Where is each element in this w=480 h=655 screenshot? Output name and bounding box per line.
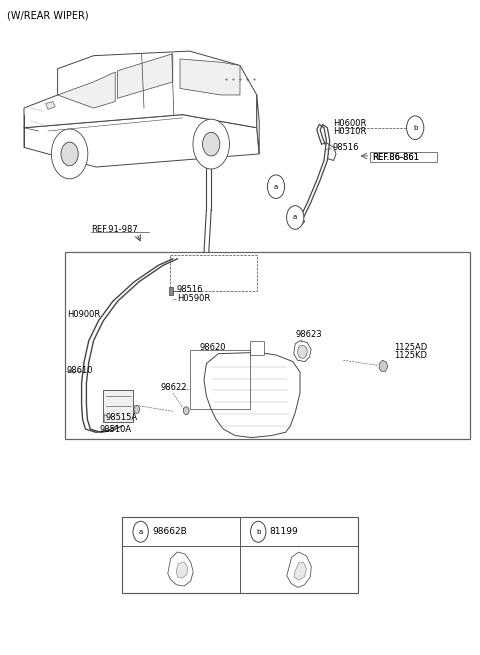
Circle shape bbox=[134, 405, 140, 413]
Circle shape bbox=[287, 206, 304, 229]
Text: a: a bbox=[274, 183, 278, 190]
Bar bbox=[170, 255, 257, 291]
Text: b: b bbox=[256, 529, 261, 534]
Text: REF.91-987: REF.91-987 bbox=[91, 225, 138, 234]
Text: H0310R: H0310R bbox=[334, 126, 367, 136]
Text: 98515A: 98515A bbox=[106, 413, 138, 422]
Polygon shape bbox=[257, 95, 259, 154]
Text: a: a bbox=[293, 214, 297, 221]
Circle shape bbox=[251, 521, 266, 542]
Polygon shape bbox=[180, 59, 240, 95]
Circle shape bbox=[51, 129, 88, 179]
Text: 98510A: 98510A bbox=[99, 424, 132, 434]
Text: REF.86-861: REF.86-861 bbox=[372, 153, 419, 162]
Polygon shape bbox=[294, 341, 311, 362]
Circle shape bbox=[183, 407, 189, 415]
Polygon shape bbox=[168, 552, 193, 586]
Text: 1125KD: 1125KD bbox=[394, 351, 427, 360]
Bar bbox=[169, 287, 173, 295]
Text: REF.86-861: REF.86-861 bbox=[372, 153, 419, 162]
Polygon shape bbox=[294, 563, 307, 580]
Text: 98516: 98516 bbox=[177, 285, 203, 294]
Polygon shape bbox=[287, 552, 312, 588]
Text: H0900R: H0900R bbox=[67, 310, 100, 319]
Text: 98516: 98516 bbox=[333, 143, 359, 152]
Circle shape bbox=[298, 345, 307, 358]
Polygon shape bbox=[379, 360, 388, 371]
Text: 98610: 98610 bbox=[66, 365, 93, 375]
Bar bbox=[65, 252, 470, 439]
Text: H0600R: H0600R bbox=[334, 119, 367, 128]
Polygon shape bbox=[24, 51, 257, 128]
Text: 81199: 81199 bbox=[270, 527, 299, 536]
Bar bbox=[250, 341, 264, 355]
Text: 98623: 98623 bbox=[295, 329, 322, 339]
Circle shape bbox=[133, 521, 148, 542]
Polygon shape bbox=[46, 102, 55, 109]
Text: (W/REAR WIPER): (W/REAR WIPER) bbox=[7, 10, 89, 20]
Polygon shape bbox=[204, 352, 300, 438]
Bar bbox=[122, 517, 358, 593]
Text: a: a bbox=[139, 529, 143, 534]
Polygon shape bbox=[118, 54, 173, 98]
Polygon shape bbox=[24, 115, 259, 167]
Bar bbox=[103, 390, 133, 422]
Text: H0590R: H0590R bbox=[177, 293, 210, 303]
Polygon shape bbox=[58, 72, 115, 108]
Circle shape bbox=[193, 119, 229, 169]
Circle shape bbox=[203, 132, 220, 156]
Circle shape bbox=[407, 116, 424, 140]
Bar bbox=[190, 350, 250, 409]
Text: b: b bbox=[413, 124, 418, 131]
Text: 98620: 98620 bbox=[199, 343, 226, 352]
Bar bbox=[370, 152, 437, 162]
Circle shape bbox=[267, 175, 285, 198]
Polygon shape bbox=[177, 562, 187, 578]
Text: 1125AD: 1125AD bbox=[394, 343, 427, 352]
Circle shape bbox=[61, 142, 78, 166]
Text: 98662B: 98662B bbox=[152, 527, 187, 536]
Text: 98622: 98622 bbox=[161, 383, 187, 392]
